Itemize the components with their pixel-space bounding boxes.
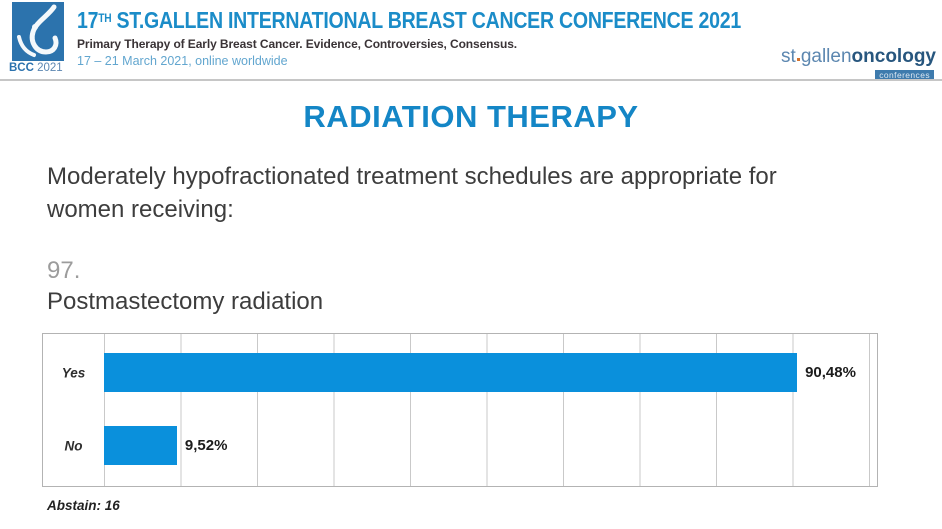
bar-row-no: No 9,52% [43, 426, 877, 465]
category-label-no: No [64, 438, 83, 453]
question-line-2: women receiving: [47, 196, 234, 223]
bcc-text: BCC [9, 62, 34, 74]
title-text: ST.GALLEN INTERNATIONAL BREAST CANCER CO… [111, 7, 741, 33]
value-label-no: 9,52% [184, 437, 228, 454]
conferences-badge: conferences [875, 70, 934, 81]
poll-bar-chart: Yes 90,48% No 9,52% [42, 333, 878, 487]
header-divider [0, 79, 942, 81]
bar-row-yes: Yes 90,48% [43, 353, 877, 392]
question-text: Moderately hypofractionated treatment sc… [47, 160, 907, 226]
page-title: RADIATION THERAPY [303, 99, 639, 134]
conference-dates: 17 – 21 March 2021, online worldwide [77, 54, 288, 68]
value-label-yes: 90,48% [805, 364, 856, 381]
conference-subtitle: Primary Therapy of Early Breast Cancer. … [77, 37, 518, 51]
conference-title-block: 17TH ST.GALLEN INTERNATIONAL BREAST CANC… [77, 7, 858, 68]
bcc-logo-icon [12, 2, 64, 61]
question-item: Postmastectomy radiation [47, 288, 324, 315]
gallen-text: gallen [800, 46, 852, 67]
question-line-1: Moderately hypofractionated treatment sc… [47, 163, 777, 190]
bar-track-yes: 90,48% [104, 353, 870, 392]
stgallen-oncology-logo: st gallenoncology conferences [781, 47, 936, 82]
orange-dot-icon [796, 58, 800, 61]
abstain-note: Abstain: 16 [47, 498, 120, 513]
st-text: st [781, 46, 796, 67]
oncology-text: oncology [851, 46, 936, 67]
category-label-yes: Yes [61, 365, 86, 380]
title-number: 17 [77, 7, 99, 33]
question-number: 97. [47, 257, 81, 284]
bar-yes [104, 353, 798, 392]
swan-drop-icon [17, 4, 59, 57]
conference-title: 17TH ST.GALLEN INTERNATIONAL BREAST CANC… [77, 7, 741, 34]
bcc-logo-caption: BCC 2021 [9, 62, 71, 74]
bar-track-no: 9,52% [104, 426, 870, 465]
stgallen-oncology-wordmark: st gallenoncology [781, 47, 936, 66]
bcc-year: 2021 [37, 62, 63, 74]
title-ordinal: TH [98, 11, 112, 25]
bar-no [104, 426, 177, 465]
